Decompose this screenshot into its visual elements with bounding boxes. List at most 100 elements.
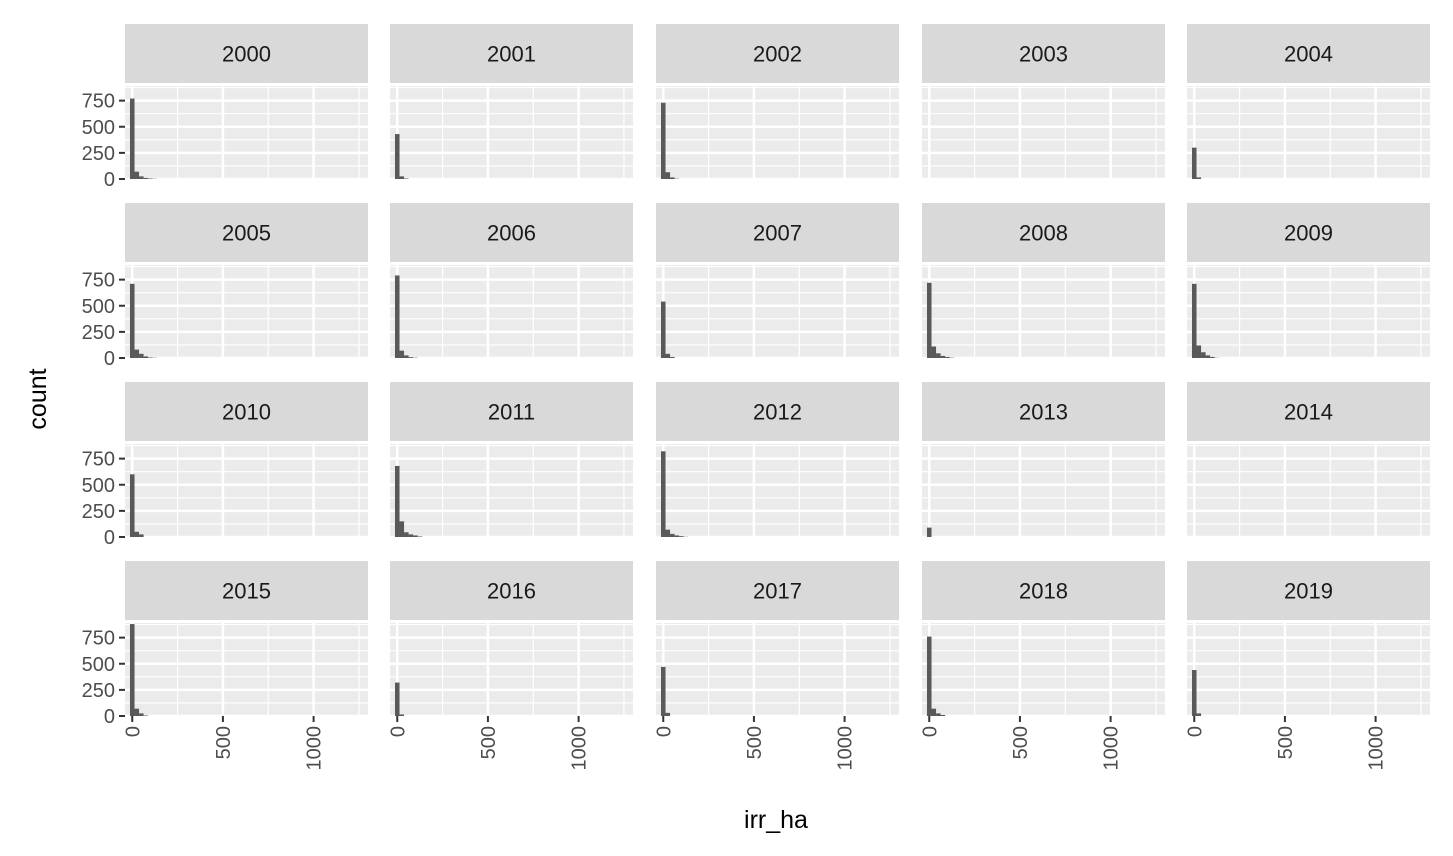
histogram-bar: [665, 353, 671, 358]
histogram-bar: [399, 176, 405, 179]
histogram-bar: [1205, 355, 1211, 358]
facet-strip: [922, 561, 1165, 620]
x-tick-label: 1000: [1101, 726, 1123, 771]
facet-panel: 2001: [390, 24, 633, 181]
y-tick-label: 750: [82, 449, 115, 471]
facet-strip-label: 2003: [1019, 42, 1068, 67]
histogram-bar: [404, 532, 409, 537]
facet-strip-label: 2002: [753, 42, 802, 67]
histogram-bar: [670, 533, 675, 537]
histogram-bar: [1196, 177, 1202, 179]
histogram-bar: [926, 282, 932, 358]
histogram-bar: [143, 177, 149, 179]
y-tick-label: 0: [104, 169, 115, 191]
histogram-bar: [139, 534, 144, 537]
facet-strip-label: 2004: [1284, 42, 1333, 67]
facet-panel: 2006: [390, 203, 633, 360]
histogram-bar: [931, 708, 937, 716]
x-tick-label: 0: [122, 726, 144, 737]
y-tick-label: 750: [82, 628, 115, 650]
facet-strip-label: 2016: [487, 579, 536, 604]
histogram-bar: [665, 172, 671, 179]
x-tick-label: 500: [213, 726, 235, 759]
histogram-bar: [1196, 345, 1202, 358]
histogram-bar: [408, 534, 414, 537]
histogram-bar: [940, 714, 946, 716]
histogram-bar: [134, 708, 140, 716]
histogram-bar: [129, 283, 135, 358]
histogram-bar: [1191, 147, 1197, 179]
facet-panel: 2011: [390, 382, 633, 539]
histogram-bar: [660, 451, 666, 537]
facet-panel: 2012: [656, 382, 899, 539]
x-tick-label: 1000: [304, 726, 326, 771]
facet-strip: [922, 203, 1165, 262]
histogram-bar: [940, 355, 946, 358]
histogram-bar: [1210, 356, 1215, 358]
histogram-bar: [408, 357, 414, 358]
x-axis-title: irr_ha: [744, 806, 808, 834]
facet-strip-label: 2000: [222, 42, 271, 67]
facet-strip: [656, 203, 899, 262]
x-axes: 0 500 1000 0 500 1000 0 500 1000 0 500 1000 0 500 1000: [122, 716, 1388, 771]
facet-panels: 2000 2001 2002 2003 2004 2005 2006 2007 2008 2009…: [125, 24, 1430, 718]
histogram-bar: [1201, 352, 1206, 358]
y-tick-label: 750: [82, 91, 115, 113]
facet-strip: [390, 203, 633, 262]
histogram-bar: [931, 346, 937, 358]
y-tick-label: 250: [82, 322, 115, 344]
y-tick-label: 500: [82, 475, 115, 497]
facet-panel: 2017: [656, 561, 899, 718]
histogram-bar: [1196, 713, 1202, 716]
facet-strip: [125, 561, 368, 620]
facet-strip: [125, 24, 368, 83]
x-tick-label: 1000: [569, 726, 591, 771]
histogram-bar: [139, 713, 144, 716]
facet-strip-label: 2019: [1284, 579, 1333, 604]
facet-panel: 2014: [1187, 382, 1430, 539]
facet-strip: [390, 561, 633, 620]
histogram-bar: [1191, 670, 1197, 716]
facet-strip: [1187, 382, 1430, 441]
histogram-bar: [404, 178, 409, 179]
histogram-bar: [1191, 283, 1197, 358]
histogram-bar: [139, 176, 144, 179]
facet-panel: 2000: [125, 24, 368, 181]
y-tick-label: 0: [104, 348, 115, 370]
facet-strip: [390, 382, 633, 441]
histogram-bar: [660, 102, 666, 179]
facet-panel: 2003: [922, 24, 1165, 181]
histogram-bar: [129, 474, 135, 537]
histogram-bar: [926, 636, 932, 716]
facet-strip-label: 2007: [753, 221, 802, 246]
y-tick-label: 750: [82, 270, 115, 292]
histogram-bar: [394, 275, 400, 358]
y-axes: 0 250 500 750 0 250 500 750 0 250 500 750 0 250 500 750: [82, 91, 125, 728]
histogram-bar: [670, 177, 675, 179]
x-tick-label: 500: [1275, 726, 1297, 759]
x-tick-label: 500: [1010, 726, 1032, 759]
facet-strip: [656, 561, 899, 620]
facet-strip-label: 2010: [222, 400, 271, 425]
facet-strip-label: 2006: [487, 221, 536, 246]
histogram-bar: [394, 134, 400, 179]
y-tick-label: 500: [82, 654, 115, 676]
facet-strip-label: 2001: [487, 42, 536, 67]
histogram-bar: [134, 531, 140, 537]
facet-strip-label: 2009: [1284, 221, 1333, 246]
histogram-bar: [143, 356, 149, 358]
histogram-bar: [417, 536, 423, 537]
histogram-bar: [399, 714, 405, 716]
facet-strip: [922, 382, 1165, 441]
facet-panel: 2015: [125, 561, 368, 718]
x-tick-label: 0: [653, 726, 675, 737]
histogram-bar: [394, 682, 400, 716]
histogram-bar: [139, 353, 144, 358]
y-tick-label: 250: [82, 501, 115, 523]
facet-strip: [1187, 561, 1430, 620]
facet-panel: 2007: [656, 203, 899, 360]
facet-strip: [656, 382, 899, 441]
facet-strip-label: 2014: [1284, 400, 1333, 425]
facet-strip-label: 2008: [1019, 221, 1068, 246]
